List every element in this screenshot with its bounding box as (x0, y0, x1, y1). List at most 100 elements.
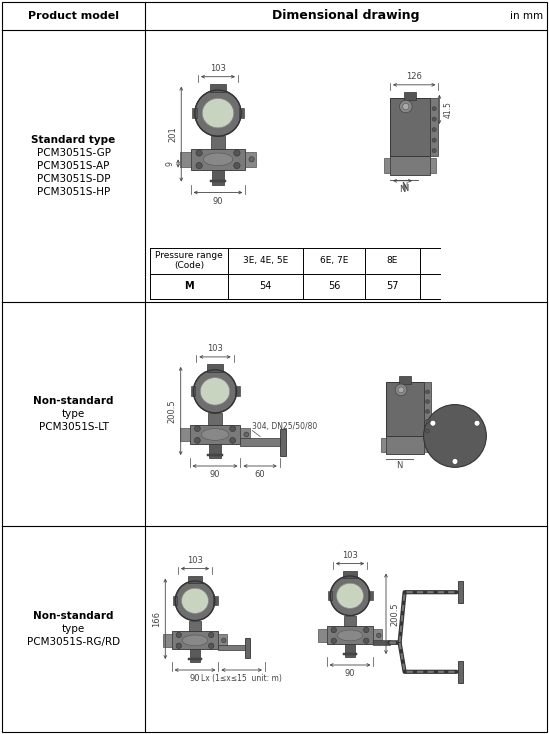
Bar (172, 596, 177, 606)
Text: PCM3051S-HP: PCM3051S-HP (37, 187, 110, 197)
Circle shape (425, 410, 429, 413)
Circle shape (331, 628, 337, 633)
Text: 56: 56 (328, 281, 340, 291)
Circle shape (425, 400, 429, 404)
Text: 166: 166 (152, 611, 161, 627)
Circle shape (425, 390, 429, 394)
Bar (240, 438, 279, 446)
Text: 90: 90 (190, 674, 200, 683)
Bar (245, 638, 250, 658)
Ellipse shape (182, 635, 208, 646)
Bar (188, 575, 202, 583)
Text: 3E, 4E, 5E: 3E, 4E, 5E (243, 256, 288, 265)
Circle shape (402, 103, 409, 109)
Text: Product model: Product model (28, 11, 119, 21)
Circle shape (432, 117, 436, 121)
Circle shape (229, 437, 236, 443)
Bar (180, 152, 191, 167)
Circle shape (249, 156, 254, 162)
Bar (212, 170, 225, 184)
Ellipse shape (200, 377, 229, 405)
Circle shape (193, 370, 237, 413)
Text: 103: 103 (207, 344, 223, 353)
Bar (207, 454, 223, 456)
Bar (424, 382, 432, 436)
Bar (210, 84, 226, 92)
Bar (404, 92, 416, 101)
Circle shape (330, 576, 370, 616)
Text: 90: 90 (213, 197, 223, 206)
Text: 304, DN25/50/80: 304, DN25/50/80 (252, 421, 317, 431)
Circle shape (430, 421, 436, 426)
Bar (318, 629, 327, 642)
Text: N: N (396, 461, 403, 470)
Text: 103: 103 (210, 64, 226, 73)
Circle shape (229, 426, 236, 432)
Text: Dimensional drawing: Dimensional drawing (272, 10, 420, 23)
Text: 201: 201 (168, 126, 177, 142)
Circle shape (196, 162, 202, 169)
Circle shape (176, 643, 182, 649)
Ellipse shape (202, 98, 234, 128)
Circle shape (377, 633, 381, 638)
Text: N: N (401, 182, 407, 191)
Circle shape (474, 421, 480, 426)
Bar (430, 98, 438, 156)
Circle shape (432, 128, 436, 131)
Text: 41.5: 41.5 (444, 101, 452, 118)
Bar (207, 364, 223, 371)
Bar (279, 429, 285, 456)
Circle shape (175, 581, 215, 621)
Text: in mm: in mm (510, 11, 543, 21)
Bar (189, 425, 240, 444)
Ellipse shape (203, 153, 233, 166)
Text: 60: 60 (255, 470, 265, 479)
Bar (384, 158, 390, 172)
Text: 90: 90 (210, 470, 220, 479)
Bar (219, 634, 227, 647)
Circle shape (244, 432, 249, 437)
Bar (458, 661, 463, 683)
Bar (373, 640, 390, 645)
Bar (373, 629, 383, 642)
Circle shape (331, 638, 337, 644)
Bar (211, 137, 225, 149)
Circle shape (363, 638, 369, 644)
Bar (344, 616, 356, 626)
Text: 9: 9 (165, 161, 174, 166)
Text: 57: 57 (386, 281, 399, 291)
Ellipse shape (201, 429, 229, 440)
Circle shape (195, 90, 241, 137)
Bar (399, 376, 411, 384)
Bar (380, 438, 386, 451)
Circle shape (398, 387, 404, 393)
Bar (191, 387, 195, 396)
Text: 200.5: 200.5 (167, 399, 177, 423)
Text: 126: 126 (406, 72, 422, 81)
Bar (458, 581, 463, 603)
Bar (219, 645, 245, 650)
Text: 6E, 7E: 6E, 7E (320, 256, 348, 265)
Bar (172, 631, 219, 650)
Bar (191, 149, 245, 170)
Bar (240, 428, 250, 441)
Text: 103: 103 (187, 556, 203, 564)
Text: N: N (399, 185, 406, 194)
Circle shape (234, 150, 240, 156)
Ellipse shape (182, 588, 209, 614)
Bar (386, 382, 424, 436)
Bar (239, 108, 244, 118)
Bar (424, 438, 429, 451)
Text: 54: 54 (259, 281, 272, 291)
Bar (390, 156, 430, 175)
Bar (386, 436, 424, 454)
Bar (245, 152, 256, 167)
Text: Pressure range
(Code): Pressure range (Code) (155, 251, 223, 270)
Bar (189, 650, 200, 662)
Ellipse shape (338, 630, 362, 641)
Bar (188, 658, 202, 660)
Circle shape (196, 150, 202, 156)
Bar (345, 644, 355, 657)
Text: Non-standard: Non-standard (33, 396, 114, 406)
Bar (328, 592, 332, 600)
